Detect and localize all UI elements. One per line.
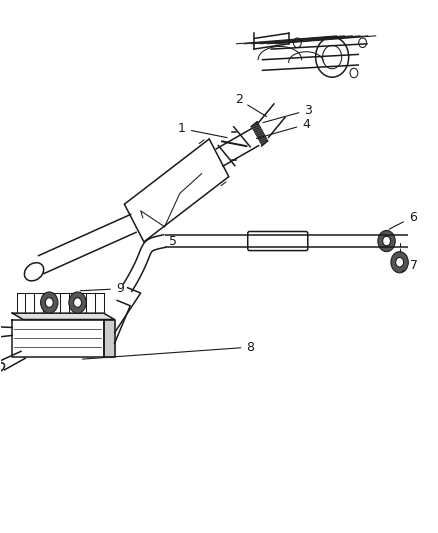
Circle shape [69, 292, 86, 313]
Text: 1: 1 [178, 122, 227, 138]
Text: 3: 3 [263, 103, 312, 123]
Text: 6: 6 [389, 211, 417, 229]
Circle shape [41, 292, 58, 313]
Circle shape [46, 298, 53, 308]
Text: 2: 2 [235, 93, 267, 117]
Text: 4: 4 [257, 118, 310, 139]
Text: 8: 8 [82, 341, 254, 359]
Circle shape [378, 230, 395, 252]
Circle shape [383, 236, 391, 246]
Ellipse shape [0, 363, 4, 372]
Circle shape [74, 298, 81, 308]
Polygon shape [12, 313, 115, 319]
Text: 9: 9 [80, 282, 124, 295]
Circle shape [396, 257, 403, 267]
Text: 5: 5 [170, 235, 177, 248]
Polygon shape [12, 319, 104, 357]
FancyBboxPatch shape [248, 231, 308, 251]
Circle shape [391, 252, 408, 273]
Text: 7: 7 [402, 259, 418, 272]
Polygon shape [104, 319, 115, 357]
